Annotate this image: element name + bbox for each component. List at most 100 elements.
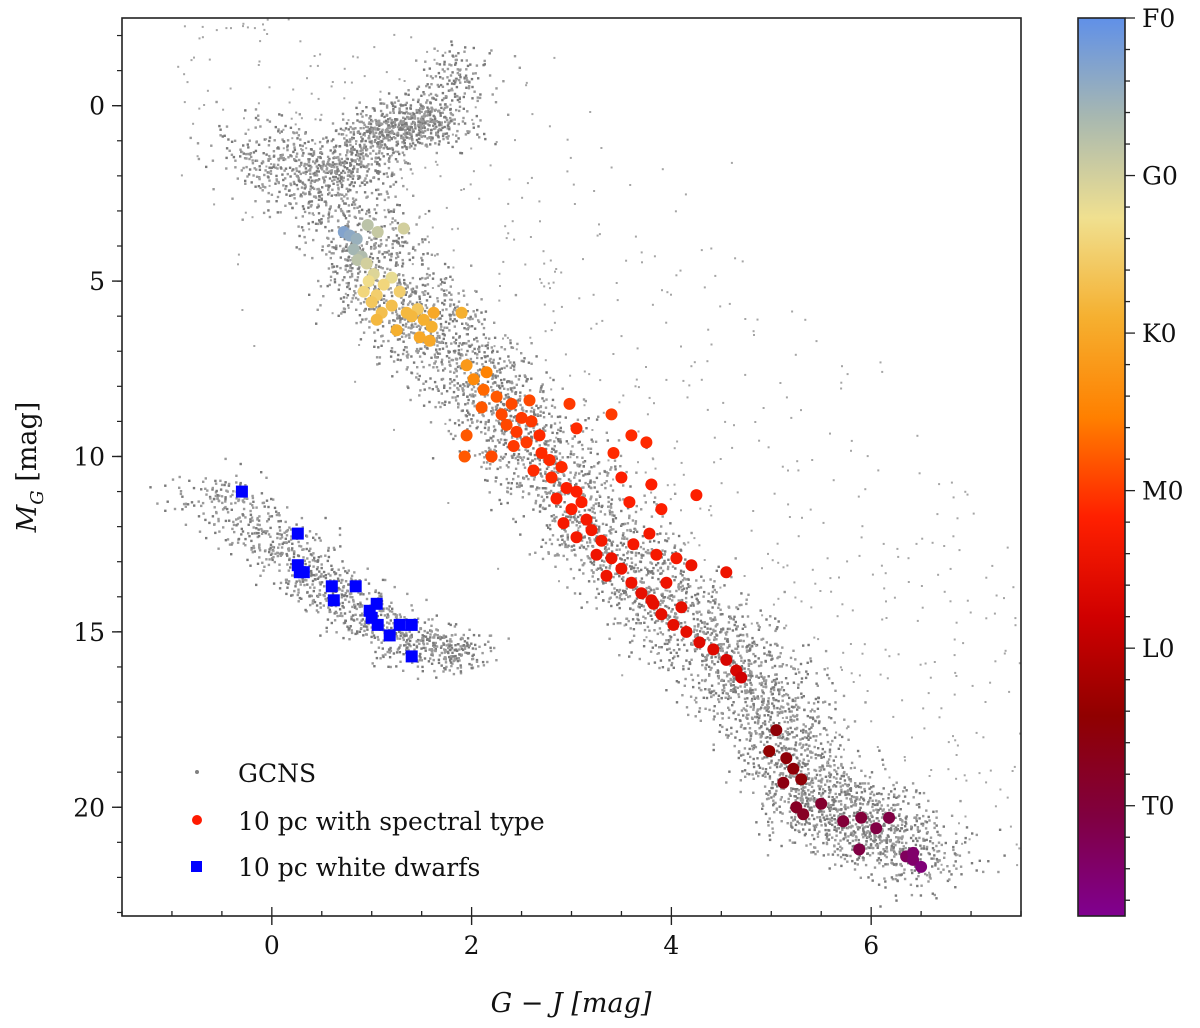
gcns-red-clump (326, 98, 510, 155)
legend-gcns-marker (195, 770, 199, 774)
spectral-type-point (525, 415, 538, 428)
spectral-type-point (883, 811, 896, 824)
spectral-type-point (615, 471, 628, 484)
y-tick-label: 20 (73, 793, 105, 822)
colorbar-tick-label: K0 (1142, 319, 1177, 348)
spectral-type-point (527, 464, 540, 477)
spectral-type-point (555, 461, 568, 473)
spectral-type-point (535, 447, 548, 459)
white-dwarf-point (370, 597, 383, 610)
gcns-main-sequence (189, 100, 1006, 908)
spectral-type-point (371, 226, 384, 238)
spectral-type-point (605, 408, 618, 421)
spectral-type-point (505, 397, 518, 410)
legend: GCNS 10 pc with spectral type 10 pc whit… (191, 759, 545, 882)
spectral-type-point (720, 653, 733, 666)
spectral-type-point (370, 313, 383, 326)
spectral-type-point (797, 808, 810, 821)
colorbar-tick-label: M0 (1142, 477, 1184, 506)
spectral-type-point (623, 496, 636, 509)
white-dwarf-point (405, 618, 418, 631)
colorbar-tick-label: F0 (1142, 4, 1175, 33)
spectral-type-point (350, 233, 363, 245)
spectral-type-point (405, 310, 418, 323)
gcns-field-stars (177, 18, 1021, 874)
spectral-type-point (625, 429, 638, 442)
spectral-type-point (477, 383, 490, 396)
spectral-type-point (425, 320, 438, 333)
spectral-type-point (643, 527, 656, 540)
spectral-type-point (390, 324, 403, 337)
gcns-white-dwarf-sequence (149, 457, 510, 680)
spectral-type-point (475, 401, 488, 414)
spectral-type-point (357, 285, 370, 298)
white-dwarf-points (235, 485, 418, 663)
spectral-type-point (667, 618, 680, 631)
spectral-type-point (560, 482, 573, 494)
spectral-type-point (590, 548, 603, 561)
spectral-type-point (595, 534, 608, 547)
spectral-type-point (550, 492, 563, 505)
spectral-type-point (485, 450, 498, 463)
white-dwarf-point (393, 618, 406, 631)
spectral-type-point (365, 296, 378, 309)
spectral-type-point (763, 745, 776, 758)
spectral-type-points (337, 219, 928, 873)
spectral-type-point (855, 811, 868, 824)
legend-gcns-label: GCNS (238, 759, 316, 788)
colorbar-tick-label: G0 (1142, 162, 1178, 191)
spectral-type-point (507, 440, 520, 452)
spectral-type-point (500, 418, 513, 431)
white-dwarf-point (371, 618, 384, 631)
spectral-type-point (393, 285, 406, 298)
spectral-type-point (853, 843, 866, 856)
colorbar-tick-label: L0 (1142, 634, 1175, 663)
spectral-type-point (460, 359, 473, 372)
x-axis-label: G − J [mag] (491, 988, 652, 1019)
spectral-type-point (362, 275, 375, 288)
spectral-type-point (490, 390, 503, 403)
white-dwarf-point (405, 650, 418, 663)
spectral-type-point (495, 408, 508, 421)
gcns-giant-branch (295, 40, 521, 197)
spectral-type-point (693, 636, 706, 649)
spectral-type-point (655, 503, 668, 516)
spectral-type-point (565, 503, 578, 516)
spectral-type-point (543, 454, 556, 466)
white-dwarf-point (349, 580, 362, 593)
spectral-type-point (515, 411, 528, 424)
spectral-type-point (777, 776, 790, 789)
spectral-type-point (397, 222, 410, 235)
x-axis-ticks: 0 2 4 6 (121, 907, 1022, 960)
spectral-type-point (533, 429, 546, 442)
spectral-type-point (557, 517, 570, 530)
colorbar-ticks: F0 G0 K0 M0 L0 T0 (1125, 4, 1184, 901)
y-tick-label: 10 (73, 442, 105, 471)
spectral-type-point (585, 524, 598, 537)
spectral-type-point (575, 496, 588, 509)
spectral-type-point (480, 366, 493, 379)
spectral-type-point (361, 219, 374, 231)
legend-spectral-label: 10 pc with spectral type (238, 807, 545, 836)
legend-whitedwarf-marker (191, 861, 202, 872)
spectral-type-point (837, 815, 850, 828)
spectral-type-point (635, 587, 648, 600)
spectral-type-point (660, 576, 673, 589)
y-tick-label: 15 (73, 618, 105, 647)
white-dwarf-point (291, 527, 304, 540)
spectral-type-point (510, 425, 523, 438)
spectral-type-point (720, 566, 733, 579)
spectral-type-point (458, 450, 471, 463)
spectral-type-point (645, 478, 658, 491)
colorbar-tick-label: T0 (1142, 792, 1175, 821)
white-dwarf-point (383, 629, 396, 642)
spectral-type-point (570, 485, 583, 498)
spectral-type-point (545, 471, 558, 484)
spectral-type-point (707, 643, 720, 656)
spectral-type-point (795, 773, 808, 786)
x-tick-label: 0 (264, 931, 280, 960)
spectral-type-point (675, 601, 688, 614)
y-tick-label: 5 (89, 267, 105, 296)
legend-spectral-marker (192, 815, 202, 825)
spectral-type-point (523, 394, 536, 407)
